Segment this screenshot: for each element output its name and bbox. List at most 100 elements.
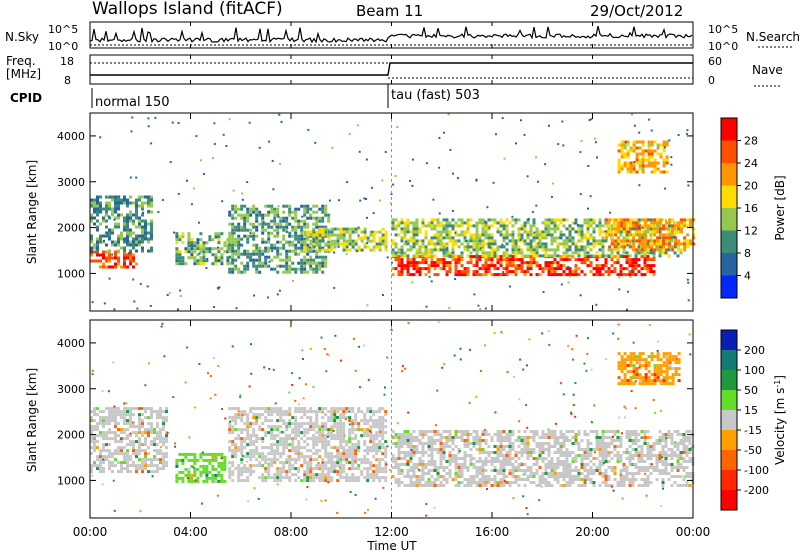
echo-cell xyxy=(342,452,346,456)
noise-cell xyxy=(104,215,107,218)
echo-cell xyxy=(628,264,632,268)
echo-cell xyxy=(384,464,388,468)
echo-cell xyxy=(424,254,428,258)
echo-cell xyxy=(397,442,401,445)
echo-cell xyxy=(231,258,235,262)
echo-cell xyxy=(653,149,657,153)
echo-cell xyxy=(502,439,506,442)
echo-cell xyxy=(150,464,153,468)
echo-region xyxy=(391,255,656,277)
echo-cell xyxy=(267,431,271,435)
echo-cell xyxy=(220,467,224,471)
echo-cell xyxy=(568,484,572,487)
echo-cell xyxy=(592,230,596,234)
echo-cell xyxy=(427,484,431,487)
noise-cell xyxy=(278,113,281,116)
echo-cell xyxy=(397,481,401,484)
noise-cell xyxy=(212,157,215,160)
echo-cell xyxy=(406,270,410,274)
echo-cell xyxy=(586,442,590,445)
echo-cell xyxy=(409,469,413,472)
echo-cell xyxy=(351,449,355,453)
echo-cell xyxy=(499,224,503,228)
echo-cell xyxy=(294,225,298,229)
echo-cell xyxy=(297,428,301,432)
echo-cell xyxy=(318,264,322,268)
echo-cell xyxy=(406,264,410,268)
noise-cell xyxy=(475,179,478,182)
echo-cell xyxy=(673,227,677,231)
echo-cell xyxy=(360,461,364,465)
echo-cell xyxy=(357,443,361,447)
echo-cell xyxy=(665,239,669,243)
echo-cell xyxy=(159,440,162,444)
echo-cell xyxy=(523,442,527,445)
noise-cell xyxy=(161,199,164,201)
noise-cell xyxy=(278,289,281,292)
echo-cell xyxy=(246,216,250,220)
echo-cell xyxy=(514,466,518,469)
echo-cell xyxy=(604,261,608,265)
echo-cell xyxy=(620,167,624,171)
noise-cell xyxy=(638,226,640,229)
echo-cell xyxy=(665,224,669,228)
echo-cell xyxy=(217,470,221,474)
echo-cell xyxy=(662,242,666,246)
echo-cell xyxy=(126,201,129,205)
noise-cell xyxy=(544,163,547,166)
echo-cell xyxy=(93,443,96,447)
echo-cell xyxy=(318,219,322,223)
echo-cell xyxy=(363,440,367,444)
echo-cell xyxy=(412,454,416,457)
echo-cell xyxy=(424,273,428,277)
echo-cell xyxy=(400,236,404,240)
echo-cell xyxy=(150,431,153,435)
echo-cell xyxy=(369,476,373,480)
echo-cell xyxy=(267,210,271,214)
noise-cell xyxy=(258,146,261,149)
echo-cell xyxy=(135,213,138,217)
echo-cell xyxy=(312,473,316,477)
echo-cell xyxy=(303,479,307,483)
echo-cell xyxy=(237,237,241,241)
echo-cell xyxy=(117,234,120,238)
echo-cell xyxy=(556,436,560,439)
echo-cell xyxy=(345,440,349,444)
echo-cell xyxy=(315,264,319,268)
echo-cell xyxy=(243,213,247,217)
echo-cell xyxy=(409,442,413,445)
echo-cell xyxy=(571,451,575,454)
echo-cell xyxy=(303,242,307,246)
echo-cell xyxy=(336,425,340,429)
echo-cell xyxy=(638,242,642,246)
echo-cell xyxy=(650,230,654,234)
echo-cell xyxy=(285,470,289,474)
echo-cell xyxy=(240,204,244,208)
noise-cell xyxy=(348,132,351,135)
echo-cell xyxy=(623,155,627,159)
echo-region xyxy=(303,227,388,252)
echo-cell xyxy=(617,248,621,252)
echo-cell xyxy=(342,437,346,441)
echo-cell xyxy=(638,230,642,234)
noise-cell xyxy=(357,226,360,229)
noise-cell xyxy=(587,207,589,210)
echo-cell xyxy=(258,425,262,429)
echo-cell xyxy=(147,422,150,426)
echo-cell xyxy=(303,267,307,271)
noise-cell xyxy=(411,184,414,187)
noise-cell xyxy=(550,195,553,198)
echo-cell xyxy=(502,484,506,487)
echo-cell xyxy=(217,461,221,465)
echo-cell xyxy=(339,440,343,444)
echo-cell xyxy=(150,204,153,208)
echo-cell xyxy=(339,470,343,474)
echo-cell xyxy=(324,473,328,477)
echo-cell xyxy=(649,233,653,237)
echo-cell xyxy=(412,436,416,439)
echo-cell xyxy=(315,216,319,220)
echo-cell xyxy=(267,470,271,474)
echo-cell xyxy=(234,207,238,211)
echo-cell xyxy=(240,261,244,265)
echo-cell xyxy=(273,407,277,411)
